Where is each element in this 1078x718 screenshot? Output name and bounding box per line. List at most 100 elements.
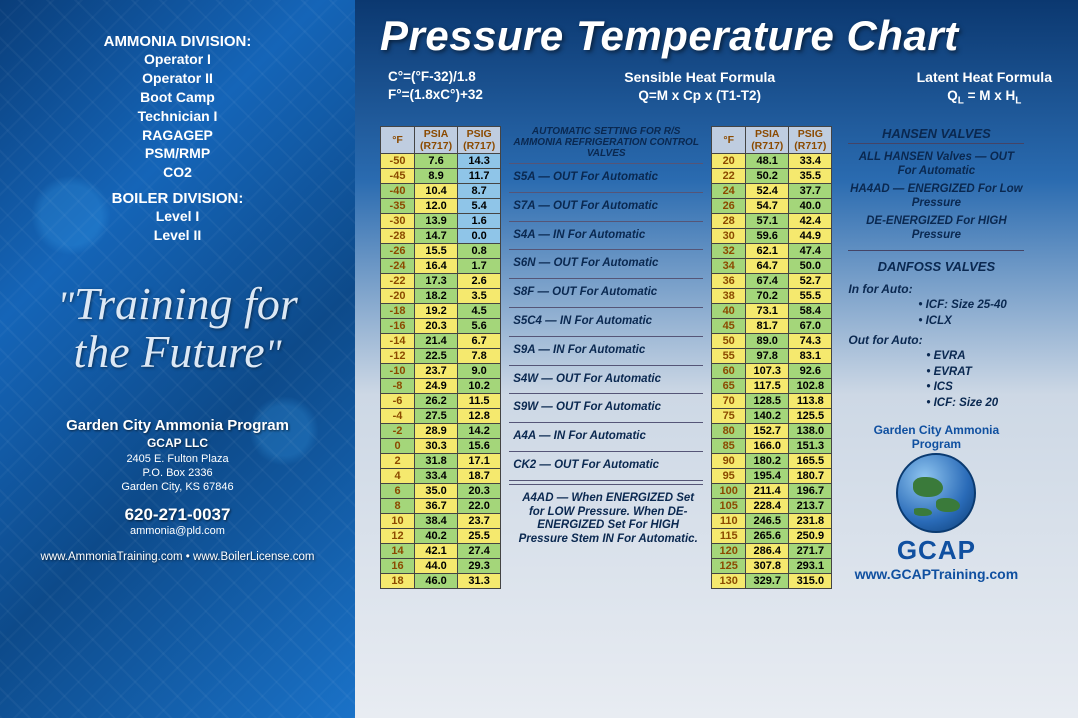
table-row: 105228.4213.7 bbox=[712, 499, 832, 514]
table-row: 635.020.3 bbox=[381, 484, 501, 499]
table-row: 5597.883.1 bbox=[712, 349, 832, 364]
table-row: 1846.031.3 bbox=[381, 574, 501, 589]
table-row: 120286.4271.7 bbox=[712, 544, 832, 559]
table-row: 2250.235.5 bbox=[712, 169, 832, 184]
table-row: 90180.2165.5 bbox=[712, 454, 832, 469]
table-row: 110246.5231.8 bbox=[712, 514, 832, 529]
danfoss-head: DANFOSS VALVES bbox=[848, 259, 1024, 276]
division-item: Operator II bbox=[15, 69, 340, 88]
table-row: -4010.48.7 bbox=[381, 184, 501, 199]
latent-heat: Latent Heat Formula QL = M x HL bbox=[917, 68, 1052, 108]
table-row: 3464.750.0 bbox=[712, 259, 832, 274]
formula-row: C°=(°F-32)/1.8 F°=(1.8xC°)+32 Sensible H… bbox=[380, 68, 1060, 108]
list-item: • ICLX bbox=[918, 314, 1024, 330]
table-row: -3013.91.6 bbox=[381, 214, 501, 229]
table-row: 1038.423.7 bbox=[381, 514, 501, 529]
division-item: RAGAGEP bbox=[15, 126, 340, 145]
websites: www.AmmoniaTraining.com • www.BoilerLice… bbox=[15, 551, 340, 563]
table-row: -427.512.8 bbox=[381, 409, 501, 424]
table-row: 75140.2125.5 bbox=[712, 409, 832, 424]
table-row: -2018.23.5 bbox=[381, 289, 501, 304]
table-row: -1620.35.6 bbox=[381, 319, 501, 334]
table-row: -458.911.7 bbox=[381, 169, 501, 184]
division-item: Technician I bbox=[15, 107, 340, 126]
table-row: 95195.4180.7 bbox=[712, 469, 832, 484]
table-row: 100211.4196.7 bbox=[712, 484, 832, 499]
right-panel: Pressure Temperature Chart C°=(°F-32)/1.… bbox=[355, 0, 1078, 718]
ammonia-division-head: AMMONIA DIVISION: bbox=[15, 33, 340, 50]
boiler-division-head: BOILER DIVISION: bbox=[15, 190, 340, 207]
table-row: 2654.740.0 bbox=[712, 199, 832, 214]
division-item: CO2 bbox=[15, 163, 340, 182]
valve-line: S4W — OUT For Automatic bbox=[513, 373, 703, 387]
table-row: 1644.029.3 bbox=[381, 559, 501, 574]
table-row: -2416.41.7 bbox=[381, 259, 501, 274]
table-row: 125307.8293.1 bbox=[712, 559, 832, 574]
table-row: 836.722.0 bbox=[381, 499, 501, 514]
left-panel: AMMONIA DIVISION: Operator IOperator IIB… bbox=[0, 0, 355, 718]
division-item: Level I bbox=[15, 207, 340, 226]
phone: 620-271-0037 bbox=[15, 505, 340, 525]
globe-icon bbox=[896, 453, 976, 533]
list-item: • ICF: Size 20 bbox=[926, 396, 1024, 412]
table-row: -2814.70.0 bbox=[381, 229, 501, 244]
pt-table-2: °F PSIA (R717) PSIG (R717) 2048.133.4225… bbox=[711, 126, 832, 589]
table-row: -228.914.2 bbox=[381, 424, 501, 439]
division-item: Level II bbox=[15, 226, 340, 245]
gcap-logo: Garden City Ammonia Program GCAP www.GCA… bbox=[848, 423, 1024, 582]
table-row: 60107.392.6 bbox=[712, 364, 832, 379]
table-row: 030.315.6 bbox=[381, 439, 501, 454]
valve-line: S5A — OUT For Automatic bbox=[513, 171, 703, 185]
table-row: -2615.50.8 bbox=[381, 244, 501, 259]
table-row: 1442.127.4 bbox=[381, 544, 501, 559]
valve-line: S9W — OUT For Automatic bbox=[513, 401, 703, 415]
division-item: PSM/RMP bbox=[15, 144, 340, 163]
list-item: • EVRAT bbox=[926, 365, 1024, 381]
table-row: -3512.05.4 bbox=[381, 199, 501, 214]
table-row: 85166.0151.3 bbox=[712, 439, 832, 454]
boiler-division-list: Level ILevel II bbox=[15, 207, 340, 245]
table-row: 4581.767.0 bbox=[712, 319, 832, 334]
tagline: "Training for the Future" bbox=[15, 280, 340, 377]
table-row: 2452.437.7 bbox=[712, 184, 832, 199]
table-row: 2048.133.4 bbox=[712, 154, 832, 169]
division-item: Boot Camp bbox=[15, 88, 340, 107]
table-row: 3870.255.5 bbox=[712, 289, 832, 304]
conversion-formulas: C°=(°F-32)/1.8 F°=(1.8xC°)+32 bbox=[388, 68, 483, 108]
table-row: -626.211.5 bbox=[381, 394, 501, 409]
valve-line: S6N — OUT For Automatic bbox=[513, 257, 703, 271]
table-row: 3667.452.7 bbox=[712, 274, 832, 289]
org-address: 2405 E. Fulton Plaza P.O. Box 2336 Garde… bbox=[15, 452, 340, 495]
pt-table-1: °F PSIA (R717) PSIG (R717) -507.614.3-45… bbox=[380, 126, 501, 589]
valve-line: S9A — IN For Automatic bbox=[513, 344, 703, 358]
table-row: -1421.46.7 bbox=[381, 334, 501, 349]
table-row: -1023.79.0 bbox=[381, 364, 501, 379]
table-row: 70128.5113.8 bbox=[712, 394, 832, 409]
table-row: 115265.6250.9 bbox=[712, 529, 832, 544]
table-row: 1240.225.5 bbox=[381, 529, 501, 544]
table-row: 80152.7138.0 bbox=[712, 424, 832, 439]
table-row: 433.418.7 bbox=[381, 469, 501, 484]
table-row: 2857.142.4 bbox=[712, 214, 832, 229]
list-item: • ICS bbox=[926, 380, 1024, 396]
division-item: Operator I bbox=[15, 50, 340, 69]
table-row: 65117.5102.8 bbox=[712, 379, 832, 394]
table-row: -1819.24.5 bbox=[381, 304, 501, 319]
table-row: -824.910.2 bbox=[381, 379, 501, 394]
list-item: • EVRA bbox=[926, 349, 1024, 365]
valve-line: A4A — IN For Automatic bbox=[513, 430, 703, 444]
table-row: 231.817.1 bbox=[381, 454, 501, 469]
valves-heading: AUTOMATIC SETTING FOR R/S AMMONIA REFRIG… bbox=[509, 126, 703, 159]
valve-line: CK2 — OUT For Automatic bbox=[513, 459, 703, 473]
email: ammonia@pld.com bbox=[15, 525, 340, 537]
table-row: -1222.57.8 bbox=[381, 349, 501, 364]
a4ad-note: A4AD — When ENERGIZED Set for LOW Pressu… bbox=[513, 492, 703, 547]
valves-column: AUTOMATIC SETTING FOR R/S AMMONIA REFRIG… bbox=[509, 126, 703, 589]
valve-line: S7A — OUT For Automatic bbox=[513, 200, 703, 214]
hansen-head: HANSEN VALVES bbox=[848, 126, 1024, 144]
ammonia-division-list: Operator IOperator IIBoot CampTechnician… bbox=[15, 50, 340, 182]
right-info-column: HANSEN VALVES ALL HANSEN Valves — OUT Fo… bbox=[848, 126, 1024, 589]
page-title: Pressure Temperature Chart bbox=[380, 12, 1060, 60]
org-sub: GCAP LLC bbox=[15, 436, 340, 450]
table-row: 5089.074.3 bbox=[712, 334, 832, 349]
